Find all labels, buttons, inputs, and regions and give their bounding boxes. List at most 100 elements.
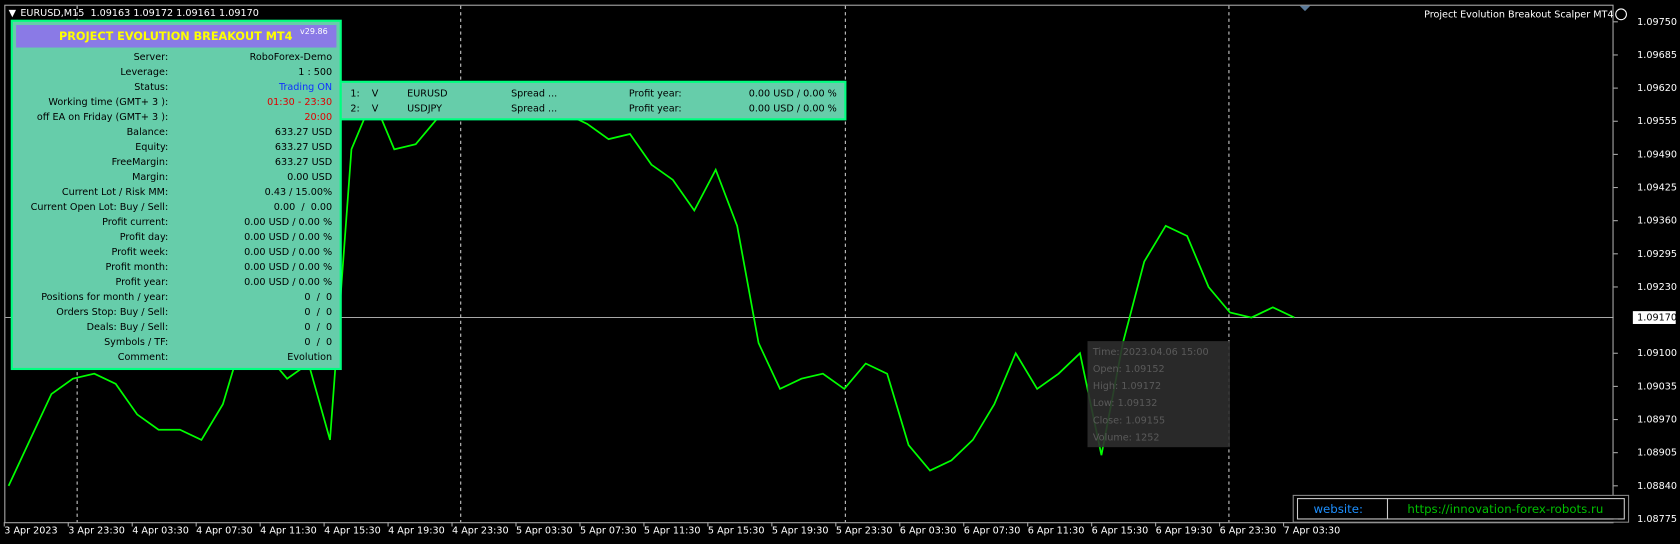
- panel-value: 01:30 - 23:30: [267, 97, 332, 108]
- x-tick-label: 5 Apr 23:30: [836, 526, 893, 537]
- current-price-label: 1.09170: [1637, 313, 1677, 324]
- panel-value: 0 / 0: [304, 292, 332, 303]
- tooltip-line: High: 1.09172: [1093, 381, 1161, 392]
- symbols-cell: Profit year:: [629, 89, 682, 100]
- y-tick-label: 1.09685: [1637, 50, 1677, 61]
- info-panel: PROJECT EVOLUTION BREAKOUT MT4 v29.86 Se…: [10, 19, 342, 371]
- symbols-cell: 2:: [350, 104, 359, 115]
- y-tick-label: 1.08840: [1637, 481, 1677, 492]
- x-tick-label: 6 Apr 23:30: [1220, 526, 1277, 537]
- panel-value: 0.00 USD / 0.00 %: [244, 247, 332, 258]
- y-tick-label: 1.09555: [1637, 116, 1677, 127]
- symbols-cell: Spread ...: [511, 89, 557, 100]
- panel-value: 633.27 USD: [275, 142, 332, 153]
- x-tick-label: 6 Apr 07:30: [964, 526, 1021, 537]
- x-tick-label: 7 Apr 03:30: [1284, 526, 1341, 537]
- y-tick-label: 1.08775: [1637, 514, 1677, 525]
- symbol-bar: EURUSD,M15 1.09163 1.09172 1.09161 1.091…: [20, 8, 259, 19]
- panel-label: Positions for month / year:: [41, 292, 168, 303]
- panel-value: 0.00 USD / 0.00 %: [244, 262, 332, 273]
- x-tick-label: 4 Apr 15:30: [324, 526, 381, 537]
- y-tick-label: 1.09100: [1637, 348, 1677, 359]
- tooltip-line: Low: 1.09132: [1093, 398, 1158, 409]
- panel-label: Working time (GMT+ 3 ):: [48, 97, 168, 108]
- panel-version: v29.86: [300, 27, 328, 36]
- current-price-box: [1632, 311, 1676, 324]
- panel-value: 20:00: [304, 112, 332, 123]
- y-tick-label: 1.08905: [1637, 448, 1677, 459]
- x-tick-label: 6 Apr 15:30: [1092, 526, 1149, 537]
- panel-label: Margin:: [132, 172, 168, 183]
- indicator-name: Project Evolution Breakout Scalper MT4: [1424, 9, 1613, 20]
- y-tick-label: 1.09425: [1637, 183, 1677, 194]
- panel-label: Current Open Lot: Buy / Sell:: [31, 202, 169, 213]
- website-box: website: https://innovation-forex-robots…: [1292, 494, 1630, 523]
- x-tick-label: 5 Apr 19:30: [772, 526, 829, 537]
- panel-label: Symbols / TF:: [104, 337, 168, 348]
- panel-label: Profit current:: [102, 217, 168, 228]
- panel-label: off EA on Friday (GMT+ 3 ):: [37, 112, 168, 123]
- panel-value: 0 / 0: [304, 337, 332, 348]
- y-tick-label: 1.09230: [1637, 282, 1677, 293]
- panel-value: 633.27 USD: [275, 127, 332, 138]
- y-tick-label: 1.09490: [1637, 149, 1677, 160]
- y-tick-label: 1.09750: [1637, 17, 1677, 28]
- panel-header: [16, 25, 337, 48]
- panel-label: FreeMargin:: [112, 157, 169, 168]
- x-tick-label: 6 Apr 03:30: [900, 526, 957, 537]
- panel-value: 0 / 0: [304, 307, 332, 318]
- panel-label: Profit week:: [112, 247, 169, 258]
- panel-value: Evolution: [287, 352, 332, 363]
- tooltip-box: [1087, 341, 1230, 448]
- x-tick-label: 6 Apr 11:30: [1028, 526, 1085, 537]
- panel-label: Profit day:: [120, 232, 168, 243]
- symbols-cell: 0.00 USD / 0.00 %: [749, 104, 837, 115]
- panel-label: Status:: [134, 82, 168, 93]
- panel-label: Equity:: [135, 142, 168, 153]
- x-tick-label: 4 Apr 19:30: [388, 526, 445, 537]
- panel-title: PROJECT EVOLUTION BREAKOUT MT4: [59, 30, 293, 43]
- x-tick-label: 6 Apr 19:30: [1156, 526, 1213, 537]
- tooltip-line: Open: 1.09152: [1093, 364, 1165, 375]
- panel-value: 0.00 / 0.00: [274, 202, 332, 213]
- symbols-cell: Spread ...: [511, 104, 557, 115]
- y-tick-label: 1.09035: [1637, 381, 1677, 392]
- symbols-cell: V: [372, 104, 379, 115]
- x-tick-label: 4 Apr 07:30: [196, 526, 253, 537]
- tooltip-line: Close: 1.09155: [1093, 415, 1165, 426]
- website-url[interactable]: https://innovation-forex-robots.ru: [1407, 502, 1603, 516]
- symbols-cell: Profit year:: [629, 104, 682, 115]
- panel-label: Deals: Buy / Sell:: [87, 322, 169, 333]
- shift-marker: [1299, 5, 1311, 12]
- symbols-box: [339, 80, 847, 121]
- panel-value: RoboForex-Demo: [250, 52, 333, 63]
- panel-value: 0.00 USD: [287, 172, 332, 183]
- tooltip: Time: 2023.04.06 15:00 Open: 1.09152 High:…: [1087, 341, 1230, 448]
- panel-value: 0.43 / 15.00%: [265, 187, 333, 198]
- panel-label: Profit month:: [106, 262, 169, 273]
- x-tick-label: 5 Apr 07:30: [580, 526, 637, 537]
- panel-value: 1 : 500: [298, 67, 332, 78]
- price-line: [7, 92, 1295, 487]
- panel-label: Current Lot / Risk MM:: [62, 187, 168, 198]
- x-tick-label: 5 Apr 15:30: [708, 526, 765, 537]
- panel-label: Leverage:: [120, 67, 168, 78]
- symbol-arrow: ▼: [9, 8, 17, 19]
- symbols-cell: EURUSD: [407, 89, 447, 100]
- x-tick-label: 3 Apr 2023: [4, 526, 57, 537]
- smiley-icon[interactable]: [1615, 8, 1627, 21]
- panel-value: Trading ON: [278, 82, 332, 93]
- symbols-cell: USDJPY: [407, 104, 442, 115]
- panel-label: Server:: [134, 52, 169, 63]
- symbols-cell: 1:: [350, 89, 359, 100]
- x-tick-label: 5 Apr 03:30: [516, 526, 573, 537]
- tooltip-line: Time: 2023.04.06 15:00: [1092, 347, 1209, 358]
- y-tick-label: 1.08970: [1637, 415, 1677, 426]
- panel-label: Balance:: [127, 127, 169, 138]
- y-tick-label: 1.09295: [1637, 249, 1677, 260]
- panel-label: Orders Stop: Buy / Sell:: [56, 307, 168, 318]
- tooltip-line: Volume: 1252: [1093, 433, 1160, 444]
- panel-value: 0.00 USD / 0.00 %: [244, 277, 332, 288]
- panel-label: Profit year:: [115, 277, 168, 288]
